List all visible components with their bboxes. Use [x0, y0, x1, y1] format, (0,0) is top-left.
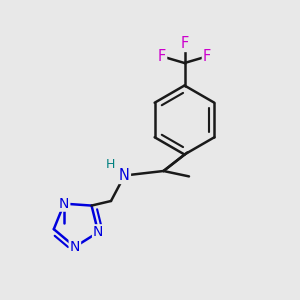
Text: F: F — [203, 49, 211, 64]
Text: H: H — [105, 158, 115, 172]
Text: N: N — [59, 197, 69, 211]
Text: N: N — [70, 240, 80, 254]
Text: N: N — [119, 168, 130, 183]
Text: N: N — [93, 225, 104, 239]
Text: F: F — [158, 49, 166, 64]
Text: F: F — [180, 36, 189, 51]
